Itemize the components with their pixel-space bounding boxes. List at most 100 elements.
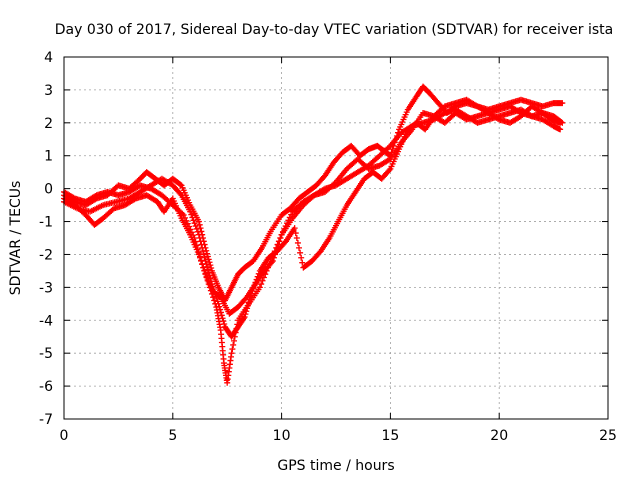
data-point [199,244,206,251]
data-point [193,225,200,232]
data-point [245,299,252,306]
data-point [270,254,277,261]
data-point [220,318,227,325]
ticks-layer: 0 5 10 15 20 25 -7 -6 -5 -4 -3 -2 -1 0 1 2 3 4 [39,50,617,444]
data-point [269,258,276,265]
data-point [203,273,210,280]
data-point [206,259,213,266]
data-point [191,220,198,227]
y-tick-label: -7 [39,412,53,428]
x-tick-label: 0 [60,428,69,444]
data-point [258,281,265,288]
x-tick-label: 15 [381,428,399,444]
data-point [196,221,203,228]
data-point [208,265,215,272]
data-point [243,308,250,315]
data-point [177,181,184,188]
data-point [217,306,224,313]
data-point [207,275,214,282]
data-point [207,262,214,269]
data-point [219,315,226,322]
data-point [192,238,199,245]
series-0 [61,106,564,386]
data-point [275,241,282,248]
data-point [228,350,235,357]
data-point [188,211,195,218]
data-point [201,267,208,274]
data-point [268,259,275,266]
data-point [293,235,300,241]
data-point [298,254,305,261]
y-tick-label: -4 [39,313,53,329]
data-point [241,313,248,320]
x-tick-label: 25 [599,428,617,444]
x-tick-label: 10 [273,428,291,444]
data-point [204,266,211,273]
data-point [207,284,214,291]
data-point [390,142,397,149]
data-point [256,284,263,291]
data-point [189,214,196,221]
data-point [206,281,213,288]
data-point [291,225,298,232]
y-tick-label: -2 [39,247,53,263]
data-point [196,235,203,241]
plot-frame [63,56,609,420]
y-tick-label: 2 [44,116,53,132]
y-tick-label: 1 [44,149,53,165]
data-point [217,309,224,316]
data-point [201,254,208,261]
data-point [202,270,209,277]
series-2 [61,96,564,340]
data-point [292,230,299,237]
data-point [559,119,566,126]
data-point [231,337,237,344]
data-point [297,249,304,256]
data-point [200,264,207,271]
data-point [187,208,194,215]
data-point [204,276,211,283]
data-point [393,132,400,139]
x-tick-label: 5 [168,428,177,444]
data-point [194,246,201,253]
data-point [198,241,205,248]
data-point [195,218,202,225]
data-point [216,303,223,310]
y-tick-label: 0 [44,182,53,198]
data-point [230,341,237,348]
data-point [198,257,205,264]
data-point [190,217,197,224]
data-point [194,228,201,235]
data-point [204,253,211,260]
y-tick-label: -5 [39,346,53,362]
data-point [242,311,249,318]
data-point [386,167,393,174]
chart-title: Day 030 of 2017, Sidereal Day-to-day VTE… [55,22,613,38]
data-point [229,346,236,353]
y-tick-label: -6 [39,379,53,395]
data-point [274,244,281,251]
data-point [205,269,212,276]
data-point [210,294,217,301]
series-3 [61,103,566,317]
data-point [559,100,566,107]
grid-layer [64,57,608,419]
data-point [296,244,303,251]
x-axis-title: GPS time / hours [277,458,394,474]
data-point [558,118,565,125]
data-point [195,249,202,256]
data-point [240,315,247,322]
data-point [392,136,399,143]
data-point [277,235,284,241]
data-point [215,300,222,307]
data-point [204,250,211,257]
y-tick-label: -1 [39,215,53,231]
data-point [192,223,199,230]
data-point [193,242,200,249]
y-tick-label: 3 [44,83,53,99]
data-point [177,190,184,197]
data-point [206,272,213,279]
y-axis-title: SDTVAR / TECUs [8,181,24,296]
data-point [299,259,306,266]
